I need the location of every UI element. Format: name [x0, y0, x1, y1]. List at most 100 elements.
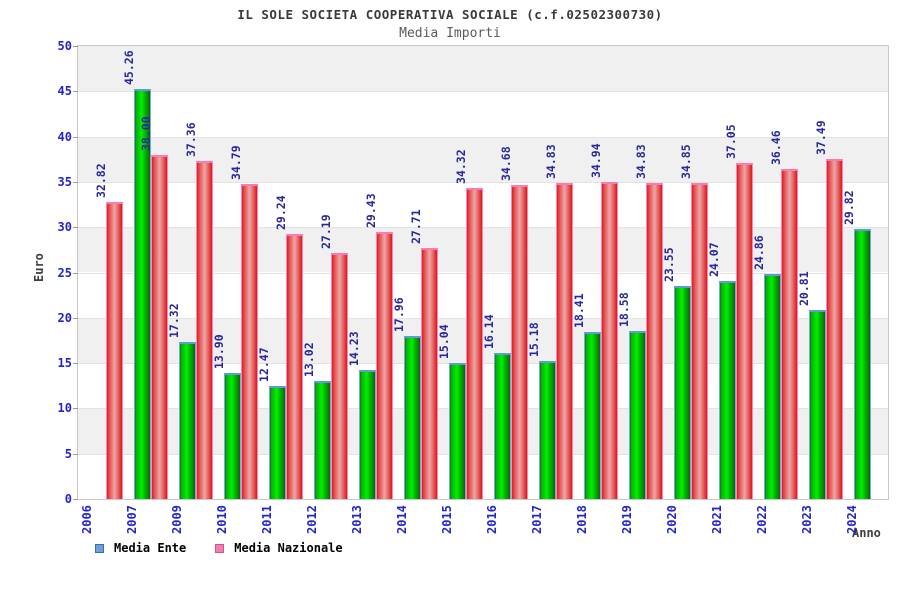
- value-label-media-nazionale-2013: 29.43: [364, 193, 378, 229]
- bar-media-nazionale-2015: [466, 188, 483, 499]
- bar-media-ente-2007: [134, 88, 151, 499]
- value-label-media-ente-2022: 24.86: [752, 235, 766, 270]
- bar-media-nazionale-2021: [736, 163, 753, 499]
- plot-band: [78, 317, 888, 364]
- y-tick-mark: [73, 272, 78, 274]
- value-label-media-nazionale-2011: 29.24: [274, 195, 288, 231]
- y-tick-mark: [73, 181, 78, 183]
- bar-media-ente-2015: [449, 362, 466, 499]
- bar-media-nazionale-2006: [106, 201, 123, 499]
- gridline: [78, 453, 888, 455]
- plot-band: [78, 136, 888, 182]
- y-tick-mark: [73, 499, 78, 500]
- legend-swatch-media-ente: [95, 543, 104, 553]
- bar-media-ente-2014: [404, 336, 421, 499]
- legend-label-media-ente: Media Ente: [114, 541, 187, 555]
- value-label-media-ente-2013: 14.23: [347, 331, 361, 367]
- bar-media-nazionale-2011: [286, 234, 303, 499]
- bar-media-ente-2018: [584, 332, 601, 499]
- bar-media-ente-2020: [674, 285, 691, 499]
- x-tick-label-2013: 2013: [350, 504, 364, 534]
- bar-media-nazionale-2019: [646, 183, 663, 499]
- plot-band: [78, 408, 888, 454]
- x-tick-label-2018: 2018: [575, 504, 589, 534]
- y-tick-mark: [73, 91, 78, 93]
- bar-media-ente-2023: [809, 310, 826, 499]
- plot-band: [78, 272, 888, 318]
- value-label-media-ente-2017: 15.18: [527, 322, 541, 358]
- value-label-media-ente-2010: 13.90: [212, 334, 226, 370]
- value-label-media-nazionale-2023: 37.49: [814, 120, 828, 156]
- x-tick-label-2006: 2006: [80, 504, 94, 534]
- x-tick-label-2017: 2017: [530, 504, 544, 534]
- x-tick-label-2020: 2020: [665, 504, 679, 534]
- gridline: [78, 317, 888, 319]
- value-label-media-nazionale-2007: 38.00: [139, 116, 153, 151]
- value-label-media-nazionale-2018: 34.94: [589, 143, 603, 179]
- y-tick-label-20: 20: [57, 310, 72, 325]
- gridline: [78, 136, 888, 138]
- value-label-media-nazionale-2015: 34.32: [454, 149, 468, 185]
- value-label-media-nazionale-2022: 36.46: [769, 130, 783, 165]
- value-label-media-nazionale-2021: 37.05: [724, 124, 738, 160]
- value-label-media-ente-2024: 29.82: [842, 190, 856, 225]
- chart-title: IL SOLE SOCIETA COOPERATIVA SOCIALE (c.f…: [237, 7, 663, 22]
- legend-swatch-media-nazionale: [215, 543, 225, 553]
- gridline: [78, 408, 888, 410]
- value-label-media-nazionale-2020: 34.85: [679, 144, 693, 180]
- x-tick-label-2019: 2019: [620, 504, 634, 534]
- bar-media-nazionale-2023: [826, 159, 843, 499]
- y-tick-label-45: 45: [57, 84, 72, 99]
- x-tick-label-2012: 2012: [305, 504, 319, 534]
- bar-media-nazionale-2013: [376, 232, 393, 499]
- y-tick-label-5: 5: [64, 446, 72, 461]
- x-tick-label-2022: 2022: [755, 504, 769, 534]
- y-tick-label-10: 10: [57, 401, 72, 416]
- bar-media-nazionale-2007: [151, 154, 168, 499]
- x-axis-title: Anno: [852, 526, 881, 540]
- bar-media-nazionale-2016: [511, 184, 528, 499]
- y-tick-label-25: 25: [57, 265, 72, 280]
- y-tick-mark: [73, 46, 78, 47]
- x-tick-label-2021: 2021: [710, 504, 724, 534]
- bar-media-ente-2012: [314, 381, 331, 499]
- value-label-media-ente-2011: 12.47: [257, 347, 271, 383]
- x-tick-label-2024: 2024: [845, 504, 859, 534]
- bar-media-ente-2017: [539, 361, 556, 499]
- y-tick-label-35: 35: [57, 174, 72, 189]
- x-tick-label-2011: 2011: [260, 504, 274, 534]
- y-tick-mark: [73, 408, 78, 410]
- bar-media-nazionale-2017: [556, 183, 573, 499]
- y-tick-label-40: 40: [57, 129, 72, 144]
- bar-media-ente-2019: [629, 330, 646, 499]
- plot-band: [78, 181, 888, 228]
- y-tick-mark: [73, 453, 78, 455]
- value-label-media-ente-2019: 18.58: [617, 292, 631, 327]
- value-label-media-nazionale-2009: 37.36: [184, 121, 198, 157]
- value-label-media-ente-2023: 20.81: [797, 271, 811, 307]
- x-tick-label-2014: 2014: [395, 504, 409, 534]
- value-label-media-ente-2007: 45.26: [122, 50, 136, 85]
- bar-media-nazionale-2014: [421, 247, 438, 499]
- value-label-media-nazionale-2012: 27.19: [319, 214, 333, 249]
- value-label-media-ente-2014: 17.96: [392, 297, 406, 333]
- bar-media-ente-2011: [269, 386, 286, 499]
- bar-media-ente-2009: [179, 342, 196, 499]
- legend-label-media-nazionale: Media Nazionale: [234, 541, 343, 555]
- value-label-media-nazionale-2006: 32.82: [94, 163, 108, 198]
- y-tick-label-15: 15: [57, 356, 72, 371]
- x-tick-label-2023: 2023: [800, 504, 814, 534]
- y-tick-label-30: 30: [57, 220, 72, 235]
- bar-media-nazionale-2018: [601, 182, 618, 499]
- bar-media-nazionale-2009: [196, 160, 213, 499]
- gridline: [78, 227, 888, 229]
- plot-band: [78, 363, 888, 409]
- value-label-media-ente-2009: 17.32: [167, 303, 181, 339]
- value-label-media-ente-2015: 15.04: [437, 324, 451, 359]
- value-label-media-ente-2016: 16.14: [482, 314, 496, 349]
- value-label-media-ente-2012: 13.02: [302, 342, 316, 378]
- gridline: [78, 363, 888, 365]
- bar-media-nazionale-2010: [241, 183, 258, 499]
- bar-media-nazionale-2012: [331, 252, 348, 499]
